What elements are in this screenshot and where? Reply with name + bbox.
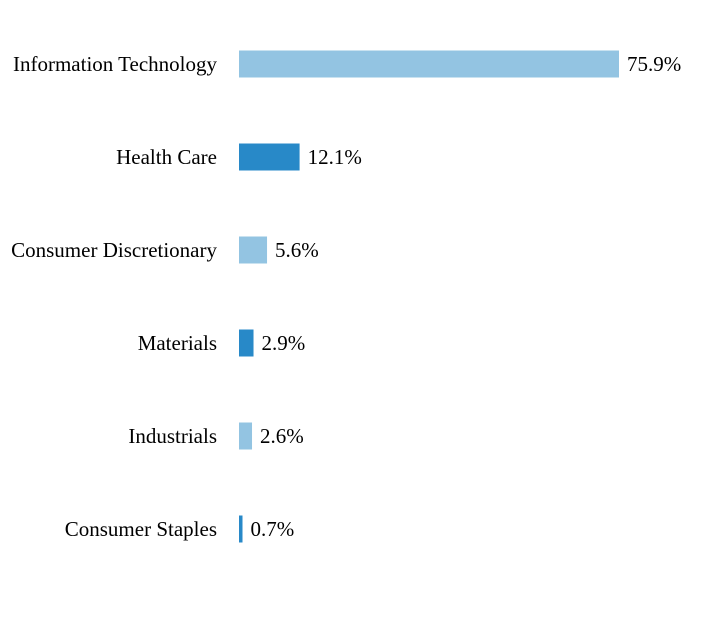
bar <box>239 236 268 264</box>
bar-row: Information Technology 75.9% <box>13 50 681 78</box>
bar <box>239 515 243 543</box>
value-label: 12.1% <box>308 145 362 169</box>
bar-row: Consumer Staples 0.7% <box>65 515 295 543</box>
bar <box>239 143 300 171</box>
bar-row: Industrials 2.6% <box>128 422 304 450</box>
value-label: 2.9% <box>262 331 306 355</box>
bar-row: Consumer Discretionary 5.6% <box>11 236 319 264</box>
value-label: 5.6% <box>275 238 319 262</box>
bar <box>239 422 253 450</box>
bar <box>239 329 254 357</box>
value-label: 75.9% <box>627 52 681 76</box>
value-label: 0.7% <box>251 517 295 541</box>
category-label: Consumer Discretionary <box>11 238 217 262</box>
category-label: Health Care <box>116 145 217 169</box>
category-label: Consumer Staples <box>65 517 217 541</box>
value-label: 2.6% <box>260 424 304 448</box>
category-label: Materials <box>138 331 217 355</box>
category-label: Industrials <box>128 424 217 448</box>
bar-row: Health Care 12.1% <box>116 143 362 171</box>
bar <box>239 50 619 78</box>
bar-row: Materials 2.9% <box>138 329 306 357</box>
category-label: Information Technology <box>13 52 218 76</box>
